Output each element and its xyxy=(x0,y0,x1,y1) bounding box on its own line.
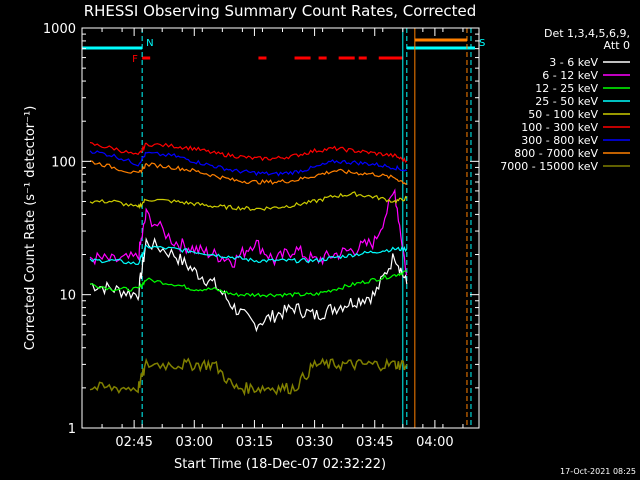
legend-label: 800 - 7000 keV xyxy=(514,147,598,160)
x-tick-label: 02:45 xyxy=(115,435,152,450)
y-tick-label: 10 xyxy=(59,289,76,304)
x-tick-label: 03:30 xyxy=(296,435,333,450)
series-line xyxy=(89,191,408,212)
y-tick-label: 1000 xyxy=(43,22,76,37)
series-line xyxy=(89,150,408,177)
legend-label: 25 - 50 keV xyxy=(535,95,598,108)
x-tick-label: 03:15 xyxy=(236,435,273,450)
plot-frame xyxy=(81,27,480,429)
legend-label: 12 - 25 keV xyxy=(535,82,598,95)
flag-label: N xyxy=(146,38,153,49)
y-tick-label: 100 xyxy=(51,155,76,170)
legend-label: 50 - 100 keV xyxy=(528,108,598,121)
legend-label: 3 - 6 keV xyxy=(549,56,598,69)
series-line xyxy=(89,244,408,266)
x-tick-label: 03:45 xyxy=(356,435,393,450)
series-line xyxy=(89,270,407,298)
series-line xyxy=(89,141,408,163)
y-tick-label: 1 xyxy=(68,422,76,437)
y-axis-label: Corrected Count Rate (s⁻¹ detector⁻¹) xyxy=(23,106,38,351)
legend-label: 7000 - 15000 keV xyxy=(500,160,598,173)
series-line xyxy=(89,188,408,276)
legend-label: 300 - 800 keV xyxy=(521,134,598,147)
series-layer xyxy=(89,141,408,397)
legend-label: 6 - 12 keV xyxy=(542,69,598,82)
timestamp: 17-Oct-2021 08:25 xyxy=(560,467,636,476)
x-tick-label: 04:00 xyxy=(416,435,453,450)
chart-title: RHESSI Observing Summary Count Rates, Co… xyxy=(84,2,477,20)
series-line xyxy=(89,160,407,185)
flag-label: S xyxy=(479,38,485,49)
series-line xyxy=(89,236,408,333)
flag-label: F xyxy=(132,54,138,65)
legend-label: 100 - 300 keV xyxy=(521,121,598,134)
flag-bars: NF S xyxy=(82,28,485,428)
series-line xyxy=(89,357,408,397)
axes: 1 10 100 1000 02:45 03:00 03:15 03:30 03:45 04:00 xyxy=(43,22,480,450)
x-tick-label: 03:00 xyxy=(176,435,213,450)
legend-header: Att 0 xyxy=(604,39,630,52)
x-axis-label: Start Time (18-Dec-07 02:32:22) xyxy=(174,457,386,472)
legend-header: Det 1,3,4,5,6,9, xyxy=(544,27,630,40)
